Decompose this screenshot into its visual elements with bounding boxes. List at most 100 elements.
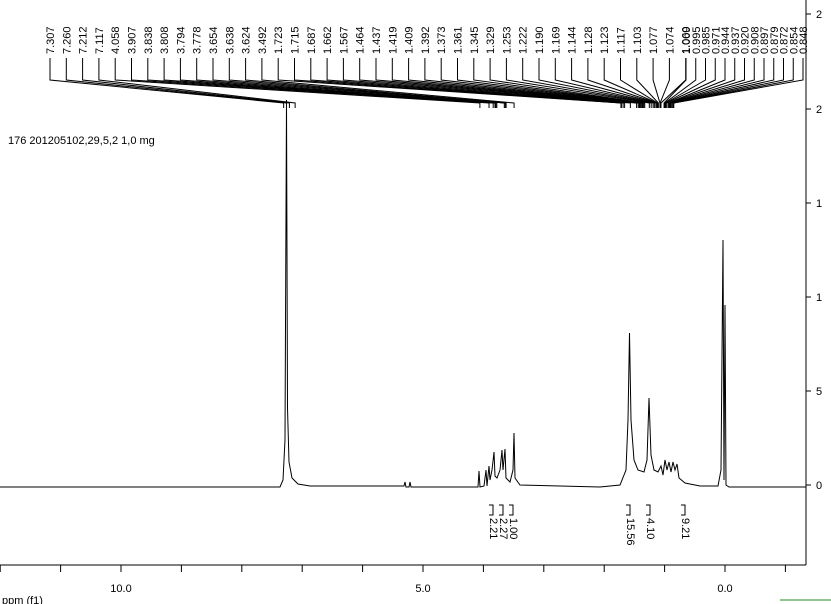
peak-connector xyxy=(82,58,290,108)
peak-connector xyxy=(665,58,706,108)
peak-label: 1.437 xyxy=(371,26,383,54)
peak-label: 3.794 xyxy=(175,26,187,54)
peak-connector xyxy=(261,58,515,108)
peak-label: 1.567 xyxy=(338,26,350,54)
integrals: 2.212.271.00 15.56 4.10 9.21 xyxy=(487,504,691,546)
peak-label: 0.944 xyxy=(720,26,732,54)
peak-connector xyxy=(522,58,652,108)
right-tick-label: 1 xyxy=(816,198,822,210)
peak-connector xyxy=(49,58,285,108)
peak-label: 1.723 xyxy=(273,26,285,54)
peak-label: 3.638 xyxy=(224,26,236,54)
integral-bracket xyxy=(499,504,504,516)
peak-connector xyxy=(664,58,697,108)
peak-label: 0.985 xyxy=(701,26,713,54)
peak-label: 0.879 xyxy=(769,26,781,54)
peak-connector xyxy=(359,58,638,108)
integral-value: 2.27 xyxy=(497,518,509,539)
peak-connector xyxy=(659,58,670,108)
peak-label: 7.307 xyxy=(45,26,57,54)
peak-connector xyxy=(391,58,640,108)
peak-connector xyxy=(457,58,644,108)
spectrum-trace xyxy=(0,99,806,488)
peak-label: 7.212 xyxy=(78,26,90,54)
right-axis-labels: 2 2 1 1 5 0 xyxy=(806,9,822,492)
integral-bracket xyxy=(646,504,651,516)
peak-label: 1.222 xyxy=(518,26,530,54)
peak-label: 0.872 xyxy=(779,26,791,54)
peak-label: 1.117 xyxy=(616,27,628,54)
peak-label: 0.995 xyxy=(691,26,703,54)
peak-label: 1.123 xyxy=(599,26,611,54)
peak-label: 1.077 xyxy=(648,26,660,54)
peak-label: 0.937 xyxy=(730,26,742,54)
peak-connector xyxy=(673,58,804,108)
peak-connector xyxy=(163,58,496,108)
peak-label: 0.854 xyxy=(788,26,800,54)
peak-connector xyxy=(571,58,657,108)
peak-label: 3.492 xyxy=(257,26,269,54)
peak-labels: 7.307 7.260 7.212 7.117 4.058 3.907 3.838 3.808… xyxy=(45,26,810,108)
peak-label: 0.971 xyxy=(710,26,722,54)
peak-connector xyxy=(620,58,659,108)
x-tick-label: 10.0 xyxy=(110,583,131,595)
peak-connector xyxy=(670,58,765,108)
peak-connector xyxy=(212,58,505,108)
integral-bracket xyxy=(489,504,494,516)
peak-label: 3.778 xyxy=(192,26,204,54)
peak-label: 1.409 xyxy=(404,26,416,54)
peak-connector xyxy=(538,58,654,108)
peak-label: 1.144 xyxy=(567,26,579,54)
peak-connector xyxy=(671,58,784,108)
peak-label: 4.058 xyxy=(110,26,122,54)
peak-connector xyxy=(245,58,507,108)
peak-label: 1.464 xyxy=(355,26,367,54)
x-tick-label: 0.0 xyxy=(717,583,732,595)
sample-title: 176 201205102,29,5,2 1,0 mg xyxy=(8,135,155,147)
integral-value: 9.21 xyxy=(679,518,691,539)
peak-connector xyxy=(554,58,655,108)
peak-connector xyxy=(196,58,498,108)
peak-label: 7.260 xyxy=(61,26,73,54)
peak-label: 7.117 xyxy=(94,27,106,54)
peak-label: 1.060 xyxy=(681,26,693,54)
integral-value: 4.10 xyxy=(644,518,656,539)
peak-connector xyxy=(663,58,687,108)
peak-label: 1.009 xyxy=(681,26,693,54)
peak-connector xyxy=(310,58,624,108)
peak-label: 3.624 xyxy=(241,26,253,54)
right-tick-label: 0 xyxy=(816,480,822,492)
peak-label: 1.169 xyxy=(550,26,562,54)
peak-connector xyxy=(440,58,643,108)
integral-bracket xyxy=(626,504,631,516)
peak-connector xyxy=(424,58,642,108)
peak-connector xyxy=(228,58,506,108)
peak-connector xyxy=(294,58,622,108)
peak-connector xyxy=(114,58,481,108)
x-tick-label: 5.0 xyxy=(415,583,430,595)
integral-bracket xyxy=(681,504,686,516)
peak-label: 1.190 xyxy=(534,26,546,54)
peak-label: 1.345 xyxy=(469,26,481,54)
peak-label: 3.654 xyxy=(208,26,220,54)
integral-bracket xyxy=(509,504,514,516)
peak-label: 1.103 xyxy=(632,26,644,54)
peak-label: 1.329 xyxy=(485,26,497,54)
peak-connector xyxy=(326,58,626,108)
peak-connector xyxy=(375,58,639,108)
x-axis: 10.0 5.0 0.0 xyxy=(0,565,786,595)
right-tick-label: 5 xyxy=(816,386,822,398)
peak-label: 1.392 xyxy=(420,26,432,54)
peak-label: 1.715 xyxy=(290,26,302,54)
peak-connector xyxy=(147,58,494,108)
peak-connector xyxy=(98,58,296,108)
peak-label: 0.908 xyxy=(749,26,761,54)
peak-label: 0.897 xyxy=(759,26,771,54)
peak-connector xyxy=(668,58,745,108)
integral-value: 15.56 xyxy=(624,518,636,546)
peak-connector xyxy=(665,58,716,108)
peak-connector xyxy=(473,58,645,108)
peak-connector xyxy=(489,58,646,108)
